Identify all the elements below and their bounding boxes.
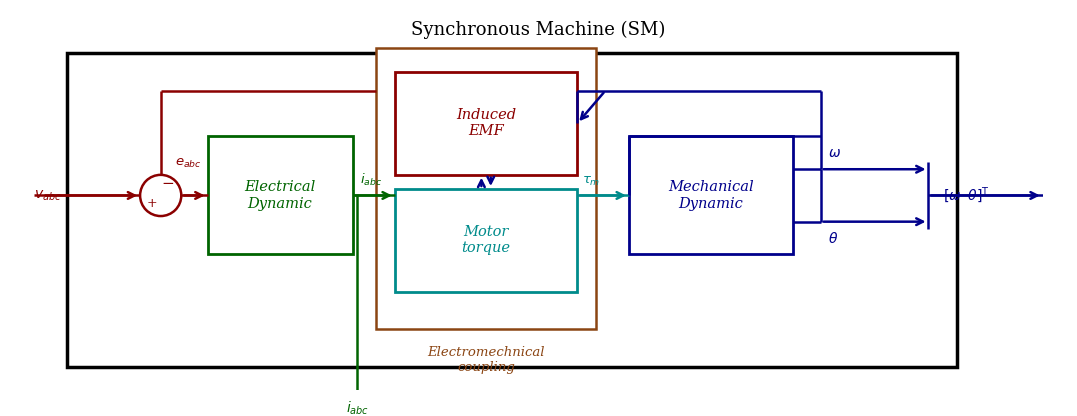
Text: $i_{abc}$: $i_{abc}$ xyxy=(346,400,369,416)
Text: $e_{abc}$: $e_{abc}$ xyxy=(174,157,201,170)
FancyBboxPatch shape xyxy=(629,136,793,255)
FancyBboxPatch shape xyxy=(208,136,352,255)
Text: $\omega$: $\omega$ xyxy=(828,146,841,160)
Text: $\tau_m$: $\tau_m$ xyxy=(582,175,600,188)
FancyBboxPatch shape xyxy=(395,189,577,292)
Text: +: + xyxy=(146,197,157,210)
FancyBboxPatch shape xyxy=(376,48,596,329)
Text: Induced
EMF: Induced EMF xyxy=(456,108,516,139)
Text: Motor
torque: Motor torque xyxy=(462,225,510,255)
FancyBboxPatch shape xyxy=(67,53,956,367)
FancyBboxPatch shape xyxy=(395,72,577,175)
Text: Electrical
Dynamic: Electrical Dynamic xyxy=(244,181,316,210)
Text: $v_{abc}$: $v_{abc}$ xyxy=(34,188,61,203)
Text: −: − xyxy=(162,177,174,191)
Text: Electromechnical
coupling: Electromechnical coupling xyxy=(428,346,545,374)
Text: Synchronous Machine (SM): Synchronous Machine (SM) xyxy=(410,20,666,39)
Text: $\theta$: $\theta$ xyxy=(828,231,839,246)
Circle shape xyxy=(140,175,181,216)
Text: Mechanical
Dynamic: Mechanical Dynamic xyxy=(668,181,754,210)
Text: $[\omega \;\; \theta]^\mathsf{T}$: $[\omega \;\; \theta]^\mathsf{T}$ xyxy=(942,186,989,206)
Text: $i_{abc}$: $i_{abc}$ xyxy=(360,172,382,188)
